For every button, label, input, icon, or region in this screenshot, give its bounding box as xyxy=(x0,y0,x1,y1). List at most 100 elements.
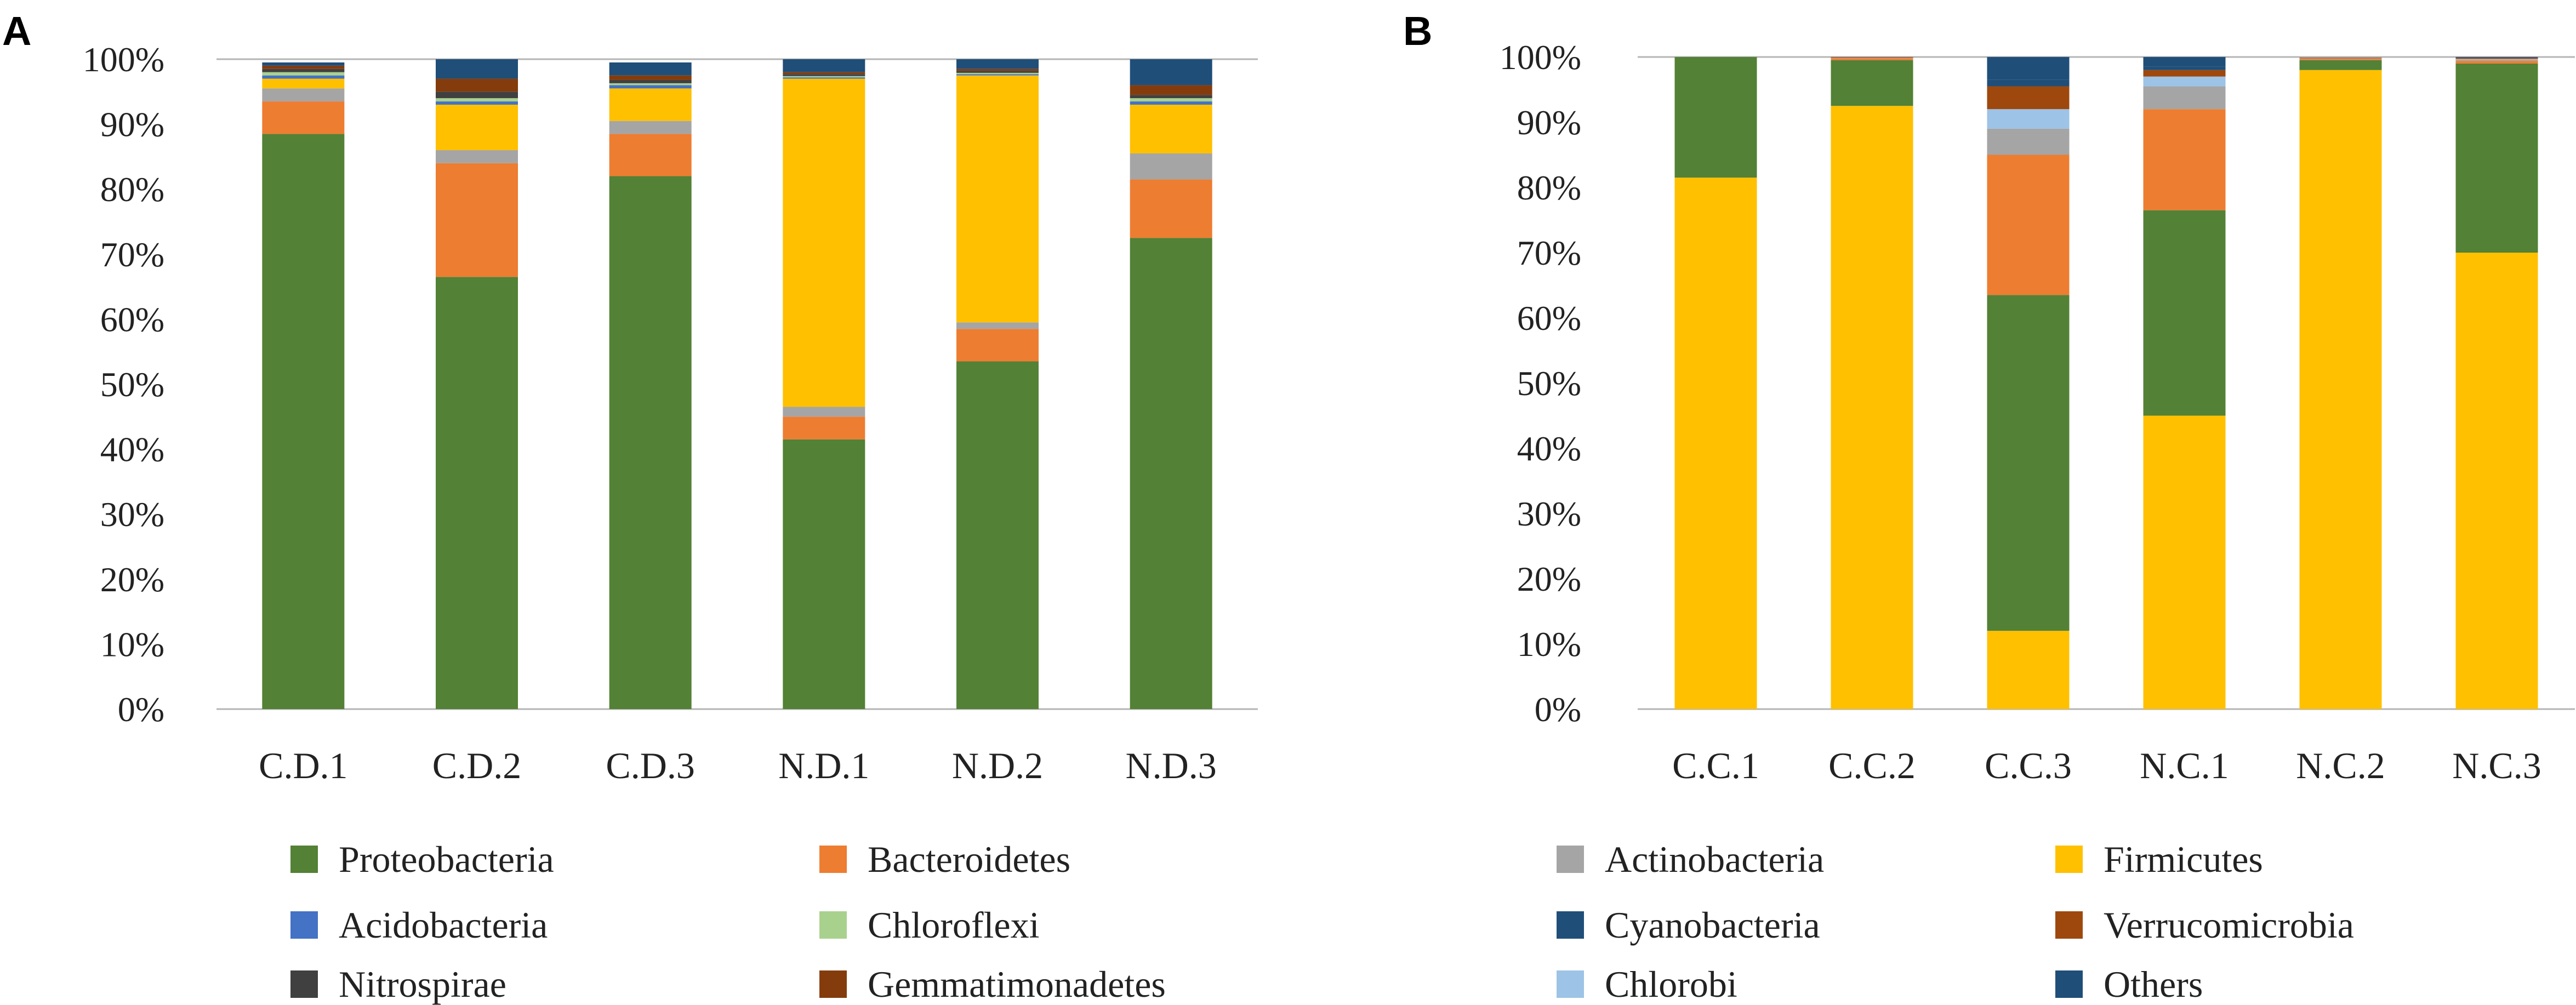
panel-b-bar-n-c-1-others xyxy=(2143,57,2226,67)
panel-a-bar-c-d-1-proteobacteria xyxy=(262,134,345,709)
panel-b-bar-c-c-3-verrucomicrobia xyxy=(1987,86,2070,110)
panel-b: B 0% 10% 20% 30% 40% 50% 60% 70% 80% 90% 100% C.C.1 C… xyxy=(1403,8,2575,1005)
panel-b-bar-n-c-2-actinobacteria xyxy=(2299,58,2382,59)
panel-a-bar-n-d-2-others xyxy=(956,59,1039,69)
panel-b-y-tick-label: 100% xyxy=(1500,38,1581,77)
panel-b-y-tick-label: 50% xyxy=(1517,364,1581,403)
panel-b-legend-label-actinobacteria: Actinobacteria xyxy=(1605,838,1824,880)
panel-b-legend-label-others: Others xyxy=(2104,963,2203,1005)
panel-a-bar-c-d-1-bacteroidetes xyxy=(262,101,345,134)
panel-a-bar-n-d-3-actinobacteria xyxy=(1130,153,1212,180)
panel-a-bar-n-d-3-chloroflexi xyxy=(1130,98,1212,102)
panel-b-bar-n-c-1-actinobacteria xyxy=(2143,86,2226,110)
panel-a-bar-c-d-3-proteobacteria xyxy=(609,176,692,710)
panel-a-bar-c-d-2-proteobacteria xyxy=(436,277,518,709)
panel-b-bar-n-c-3-others xyxy=(2455,57,2538,58)
panel-b-legend-swatch-chlorobi xyxy=(1557,970,1584,998)
panel-b-y-tick-label: 10% xyxy=(1517,625,1581,664)
panel-b-bar-n-c-3-actinobacteria xyxy=(2455,59,2538,61)
panel-b-bar-c-c-2-bacteroidetes xyxy=(1831,58,1913,60)
panel-a-legend-label-bacteroidetes: Bacteroidetes xyxy=(868,838,1070,880)
panel-b-bar-n-c-3-chlorobi xyxy=(2455,59,2538,60)
panel-a-bar-c-d-3-acidobacteria xyxy=(609,85,692,89)
panel-b-legend-swatch-actinobacteria xyxy=(1557,846,1584,873)
panel-b-y-tick-label: 60% xyxy=(1517,299,1581,338)
panel-a-bar-n-d-1-gemmatimonadetes xyxy=(783,72,865,75)
panel-a-bar-n-d-3-gemmatimonadetes xyxy=(1130,85,1212,95)
panel-b-y-tick-label: 90% xyxy=(1517,103,1581,142)
panel-a-legend-swatch-gemmatimonadetes xyxy=(819,970,847,998)
panel-b-y-tick-label: 70% xyxy=(1517,233,1581,272)
panel-b-bar-c-c-3-others xyxy=(1987,57,2070,80)
panel-a-bar-n-d-1-acidobacteria xyxy=(783,77,865,79)
panel-a-bar-c-d-2-bacteroidetes xyxy=(436,163,518,277)
panel-b-y-tick-label: 20% xyxy=(1517,559,1581,598)
panel-b-legend-label-firmicutes: Firmicutes xyxy=(2104,838,2263,880)
panel-a-y-tick-label: 40% xyxy=(100,430,164,469)
panel-b-legend-label-cyanobacteria: Cyanobacteria xyxy=(1605,904,1820,946)
panel-a-legend-label-proteobacteria: Proteobacteria xyxy=(339,838,554,880)
panel-b-legend-swatch-firmicutes xyxy=(2055,846,2083,873)
panel-b-bar-n-c-3-proteobacteria xyxy=(2455,63,2538,253)
panel-b-x-tick-label: N.C.1 xyxy=(2140,745,2229,786)
panel-b-x-tick-label: N.C.2 xyxy=(2296,745,2385,786)
panel-b-bar-n-c-1-cyanobacteria xyxy=(2143,66,2226,70)
panel-a-bar-c-d-3-bacteroidetes xyxy=(609,134,692,176)
panel-a-bar-n-d-2-nitrospirae xyxy=(956,71,1039,73)
panel-a-bar-n-d-2-chloroflexi xyxy=(956,72,1039,75)
panel-a-y-tick-label: 20% xyxy=(100,560,164,599)
panel-a-bar-n-d-3-nitrospirae xyxy=(1130,95,1212,99)
panel-a-legend-label-gemmatimonadetes: Gemmatimonadetes xyxy=(868,963,1166,1005)
panel-b-bar-n-c-2-proteobacteria xyxy=(2299,60,2382,70)
panel-a-bar-n-d-3-bacteroidetes xyxy=(1130,179,1212,238)
panel-a-bar-n-d-1-chloroflexi xyxy=(783,76,865,78)
panel-b-legend-swatch-others xyxy=(2055,970,2083,998)
panel-a-legend-label-chloroflexi: Chloroflexi xyxy=(868,904,1040,946)
panel-a-y-tick-label: 70% xyxy=(100,235,164,274)
panel-a-bar-c-d-1-firmicutes xyxy=(262,78,345,89)
panel-b-bar-n-c-1-bacteroidetes xyxy=(2143,109,2226,210)
panel-a-bar-c-d-1-others xyxy=(262,62,345,66)
panel-a-bar-c-d-3-chloroflexi xyxy=(609,83,692,85)
panel-a-bar-n-d-2-gemmatimonadetes xyxy=(956,68,1039,71)
panel-a-bar-n-d-2-acidobacteria xyxy=(956,74,1039,76)
panel-a-bar-n-d-3-acidobacteria xyxy=(1130,101,1212,105)
panel-a-bar-c-d-1-gemmatimonadetes xyxy=(262,65,345,69)
panel-b-bar-n-c-1-firmicutes xyxy=(2143,415,2226,709)
panel-a-x-tick-label: N.D.2 xyxy=(952,745,1043,786)
panel-b-y-tick-label: 0% xyxy=(1535,690,1581,729)
panel-a-bar-c-d-1-actinobacteria xyxy=(262,88,345,102)
panel-b-x-tick-label: C.C.3 xyxy=(1985,745,2072,786)
panel-a-bar-n-d-3-firmicutes xyxy=(1130,105,1212,153)
panel-a-bar-c-d-1-chloroflexi xyxy=(262,72,345,76)
panel-a-legend-swatch-proteobacteria xyxy=(290,846,318,873)
panel-a-label: A xyxy=(2,8,31,54)
panel-a-bar-c-d-2-gemmatimonadetes xyxy=(436,78,518,92)
panel-a-bar-n-d-2-proteobacteria xyxy=(956,361,1039,709)
panel-b-bar-c-c-2-firmicutes xyxy=(1831,106,1913,709)
panel-a-x-tick-label: N.D.1 xyxy=(778,745,869,786)
panel-a-legend-swatch-acidobacteria xyxy=(290,911,318,939)
panel-a-bar-c-d-1-nitrospirae xyxy=(262,68,345,72)
panel-a-bar-n-d-2-firmicutes xyxy=(956,75,1039,323)
panel-b-bar-c-c-3-chlorobi xyxy=(1987,109,2070,129)
panel-a-bar-n-d-2-bacteroidetes xyxy=(956,329,1039,362)
panel-a: A 0% 10% 20% 30% 40% 50% 60% 70% 80% 90% 100% C.D.1 C… xyxy=(2,8,1258,1005)
panel-a-legend-label-acidobacteria: Acidobacteria xyxy=(339,904,548,946)
panel-b-bar-n-c-1-chlorobi xyxy=(2143,76,2226,87)
panel-a-legend-swatch-nitrospirae xyxy=(290,970,318,998)
panel-a-y-tick-label: 90% xyxy=(100,105,164,144)
panel-b-bar-n-c-1-verrucomicrobia xyxy=(2143,70,2226,77)
panel-a-bar-n-d-1-actinobacteria xyxy=(783,407,865,417)
panel-a-bar-c-d-2-nitrospirae xyxy=(436,92,518,99)
panel-b-bar-c-c-1-firmicutes xyxy=(1674,178,1757,709)
panel-a-bar-n-d-1-others xyxy=(783,59,865,72)
panel-b-x-tick-label: C.C.1 xyxy=(1672,745,1759,786)
panel-a-y-tick-label: 30% xyxy=(100,495,164,534)
panel-a-y-tick-label: 50% xyxy=(100,365,164,404)
panel-b-label: B xyxy=(1403,8,1432,54)
panel-b-bar-c-c-3-bacteroidetes xyxy=(1987,155,2070,295)
panel-b-bar-n-c-1-proteobacteria xyxy=(2143,210,2226,416)
panel-a-bar-c-d-3-others xyxy=(609,62,692,76)
